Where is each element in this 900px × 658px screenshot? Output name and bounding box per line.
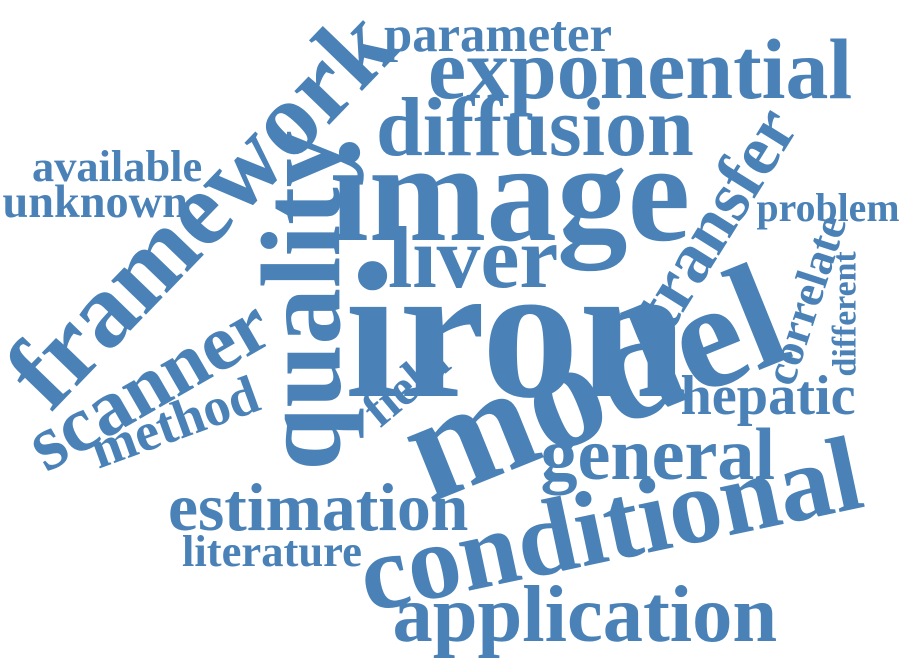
word-image: image — [329, 113, 691, 271]
word-general: general — [540, 414, 776, 496]
word-problem: problem — [756, 186, 900, 230]
word-hepatic: hepatic — [680, 365, 856, 427]
word-unknown: unknown — [2, 177, 188, 228]
word-available: available — [32, 141, 203, 191]
word-estimation: estimation — [168, 470, 469, 545]
word-diffusion: diffusion — [376, 81, 694, 174]
word-parameter: parameter — [384, 5, 612, 62]
word-iron: iron — [345, 224, 687, 439]
word-application: application — [392, 569, 778, 658]
word-literature: literature — [182, 525, 362, 576]
word-liver: liver — [388, 209, 559, 306]
word-different: different — [826, 251, 864, 377]
word-exponential: exponential — [428, 22, 853, 117]
